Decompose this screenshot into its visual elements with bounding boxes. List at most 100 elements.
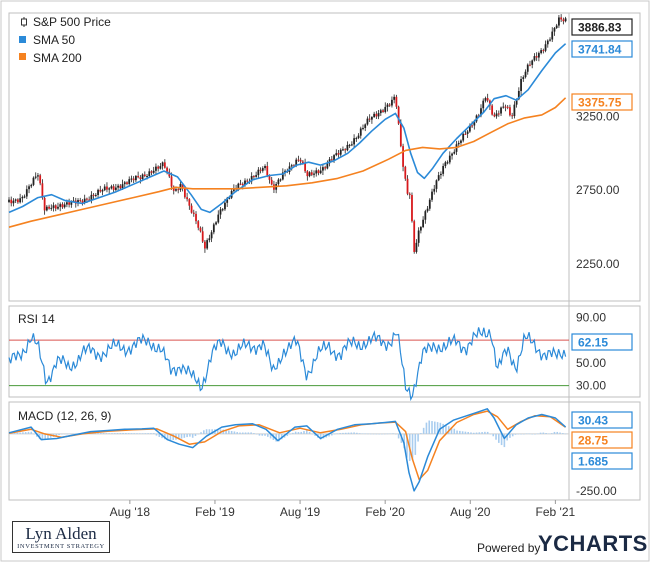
macd-histogram-bar bbox=[539, 432, 542, 434]
price-candle bbox=[546, 40, 549, 45]
macd-histogram-bar bbox=[353, 432, 355, 434]
macd-histogram-bar bbox=[247, 432, 250, 434]
price-candle bbox=[484, 98, 487, 101]
macd-histogram-bar bbox=[308, 431, 311, 434]
last-macd-label-text: 30.43 bbox=[578, 414, 608, 428]
price-candle bbox=[290, 165, 293, 167]
price-candle bbox=[442, 166, 445, 174]
price-candle bbox=[426, 208, 429, 212]
macd-histogram-bar bbox=[172, 433, 174, 440]
price-candle bbox=[433, 188, 436, 192]
price-candle bbox=[357, 135, 360, 139]
macd-histogram-bar bbox=[267, 433, 269, 437]
macd-histogram-bar bbox=[200, 432, 202, 434]
price-candle bbox=[190, 205, 193, 213]
macd-histogram-bar bbox=[72, 433, 74, 435]
macd-histogram-bar bbox=[503, 433, 506, 448]
price-candle bbox=[424, 211, 427, 220]
macd-histogram-bar bbox=[155, 433, 158, 436]
price-candle bbox=[57, 206, 59, 209]
price-candle bbox=[328, 159, 331, 164]
price-candle bbox=[491, 105, 494, 115]
macd-histogram-bar bbox=[336, 433, 339, 434]
price-candle bbox=[515, 99, 518, 105]
price-candle bbox=[322, 167, 324, 171]
price-candle bbox=[253, 175, 255, 177]
price-candle bbox=[339, 149, 342, 155]
price-candle bbox=[119, 185, 122, 189]
price-candle bbox=[123, 182, 126, 185]
last-sma50-label-box bbox=[571, 40, 633, 58]
price-candle bbox=[417, 230, 420, 243]
macd-histogram-bar bbox=[528, 433, 531, 435]
macd-histogram-bar bbox=[180, 433, 183, 439]
price-candle bbox=[411, 194, 413, 222]
macd-histogram-bar bbox=[203, 430, 205, 434]
price-candle bbox=[480, 108, 482, 116]
last-price-label: 3886.83 bbox=[571, 18, 633, 36]
price-candle bbox=[45, 206, 48, 211]
macd-histogram-bar bbox=[319, 433, 322, 440]
price-candle bbox=[437, 175, 440, 181]
macd-histogram-bar bbox=[147, 433, 149, 434]
macd-histogram-bar bbox=[361, 433, 364, 434]
price-candle bbox=[277, 179, 280, 184]
macd-histogram-bar bbox=[13, 432, 16, 434]
macd-histogram-bar bbox=[27, 431, 30, 434]
price-candle bbox=[221, 209, 224, 211]
macd-histogram-bar bbox=[392, 433, 394, 434]
macd-histogram-bar bbox=[275, 433, 277, 442]
price-candle bbox=[212, 224, 215, 233]
macd-histogram-bar bbox=[194, 433, 197, 437]
price-candle bbox=[524, 71, 527, 78]
price-candle bbox=[215, 222, 217, 225]
macd-histogram-bar bbox=[350, 432, 353, 434]
macd-histogram-bar bbox=[339, 433, 341, 434]
macd-histogram-bar bbox=[481, 432, 483, 434]
price-candle bbox=[471, 125, 473, 127]
price-candle bbox=[146, 176, 148, 178]
ycharts-logo: YCHARTS bbox=[538, 531, 648, 556]
price-candle bbox=[103, 186, 106, 191]
price-candle bbox=[61, 204, 64, 208]
price-candle bbox=[99, 189, 102, 192]
price-candle bbox=[504, 106, 507, 108]
macd-histogram-bar bbox=[41, 433, 44, 441]
price-candle bbox=[14, 199, 17, 201]
macd-histogram-bar bbox=[397, 433, 400, 439]
macd-histogram-bar bbox=[489, 433, 492, 435]
macd-histogram-bar bbox=[303, 431, 305, 434]
price-candle bbox=[210, 232, 213, 239]
macd-histogram-bar bbox=[461, 431, 464, 434]
price-candle bbox=[511, 115, 514, 117]
price-candle bbox=[399, 123, 402, 147]
x-tick-label: Feb '19 bbox=[195, 505, 235, 519]
price-candle bbox=[10, 199, 13, 204]
price-candle bbox=[553, 27, 556, 32]
macd-histogram-bar bbox=[492, 433, 495, 437]
macd-histogram-bar bbox=[119, 433, 122, 434]
price-candle bbox=[172, 186, 175, 191]
price-candle bbox=[163, 162, 166, 168]
macd-histogram-bar bbox=[470, 432, 472, 434]
price-candle bbox=[377, 113, 380, 117]
macd-histogram-bar bbox=[514, 433, 517, 435]
price-candle bbox=[493, 114, 496, 117]
macd-histogram-bar bbox=[314, 433, 316, 436]
macd-histogram-bar bbox=[517, 433, 520, 435]
price-candle bbox=[495, 113, 498, 117]
x-tick-label: Aug '18 bbox=[110, 505, 151, 519]
macd-histogram-bar bbox=[536, 433, 539, 435]
price-candle bbox=[313, 173, 315, 175]
price-candle bbox=[310, 172, 313, 175]
price-candle bbox=[382, 110, 384, 112]
macd-histogram-bar bbox=[94, 432, 97, 434]
price-candle bbox=[468, 125, 471, 132]
price-candle bbox=[315, 170, 318, 174]
price-candle bbox=[549, 39, 551, 41]
legend-sma200-swatch bbox=[19, 53, 26, 60]
price-candle bbox=[393, 96, 396, 100]
price-candle bbox=[59, 204, 62, 207]
price-candle bbox=[297, 159, 300, 161]
